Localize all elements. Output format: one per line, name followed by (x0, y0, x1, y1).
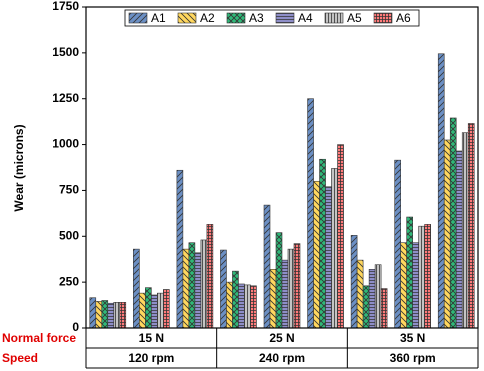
legend-label: A4 (298, 11, 313, 25)
bar (412, 242, 419, 329)
y-tick-label: 1000 (52, 137, 79, 151)
bar (374, 264, 382, 329)
bar (151, 294, 158, 329)
bar (319, 158, 326, 329)
bar (293, 243, 301, 329)
bar (331, 168, 338, 329)
bar (418, 225, 425, 329)
bar (424, 224, 431, 329)
y-axis-label: Wear (microns) (12, 124, 26, 211)
group-label: 240 rpm (259, 351, 305, 365)
legend-box (124, 9, 420, 27)
plot-frame (85, 6, 479, 329)
bar (269, 269, 277, 329)
legend-label: A2 (200, 11, 215, 25)
bar (145, 287, 152, 329)
bar (325, 186, 332, 329)
bar (394, 159, 401, 329)
legend-label: A5 (347, 11, 362, 25)
legend-swatch (324, 12, 344, 24)
bar (101, 300, 109, 329)
bar (95, 301, 103, 329)
row-label: Speed (2, 351, 38, 365)
group-label: 15 N (139, 331, 164, 345)
bar (281, 259, 289, 329)
bar (263, 204, 271, 329)
row-label: Normal force (2, 331, 76, 345)
bar (287, 248, 295, 329)
bar (89, 297, 97, 329)
bar (107, 302, 115, 329)
bar (244, 284, 251, 329)
bar (467, 123, 475, 329)
legend-label: A1 (151, 11, 166, 25)
bar (362, 285, 370, 329)
bar (356, 259, 364, 329)
bar (275, 232, 283, 329)
bar (194, 252, 202, 329)
legend-label: A6 (396, 11, 411, 25)
bar (449, 117, 457, 329)
group-label: 360 rpm (390, 351, 436, 365)
group-label: 35 N (400, 331, 425, 345)
legend-swatch (275, 12, 295, 24)
bar (400, 242, 407, 329)
bar (437, 53, 445, 329)
bar (250, 285, 257, 329)
y-tick-label: 1500 (52, 45, 79, 59)
group-label: 25 N (269, 331, 294, 345)
bar (368, 269, 376, 329)
legend-label: A3 (249, 11, 264, 25)
bar (182, 248, 190, 329)
legend-swatch (373, 12, 393, 24)
bar (455, 150, 463, 329)
bar (406, 216, 413, 329)
bar (232, 270, 239, 329)
bar (176, 169, 184, 329)
bar (119, 302, 127, 329)
y-tick-label: 500 (59, 228, 79, 242)
bar (461, 132, 469, 329)
bar (313, 180, 320, 329)
bar (220, 249, 227, 329)
bar (206, 224, 214, 329)
legend-swatch (128, 12, 148, 24)
bar (139, 292, 146, 329)
legend-swatch (226, 12, 246, 24)
bar (307, 98, 314, 329)
y-tick-label: 750 (59, 183, 79, 197)
bar (163, 289, 170, 329)
bar (113, 302, 121, 329)
bar (133, 248, 140, 329)
bar (443, 139, 451, 329)
bar (380, 288, 388, 329)
y-tick-label: 0 (72, 320, 79, 334)
bar (226, 281, 233, 329)
bar (350, 235, 358, 329)
y-tick-label: 250 (59, 274, 79, 288)
y-tick-label: 1750 (52, 0, 79, 13)
group-label: 120 rpm (128, 351, 174, 365)
legend-swatch (177, 12, 197, 24)
bar (337, 144, 344, 329)
y-tick-label: 1250 (52, 91, 79, 105)
bar (157, 292, 164, 329)
bar (200, 239, 208, 329)
bar (188, 242, 196, 329)
bar (238, 283, 245, 329)
